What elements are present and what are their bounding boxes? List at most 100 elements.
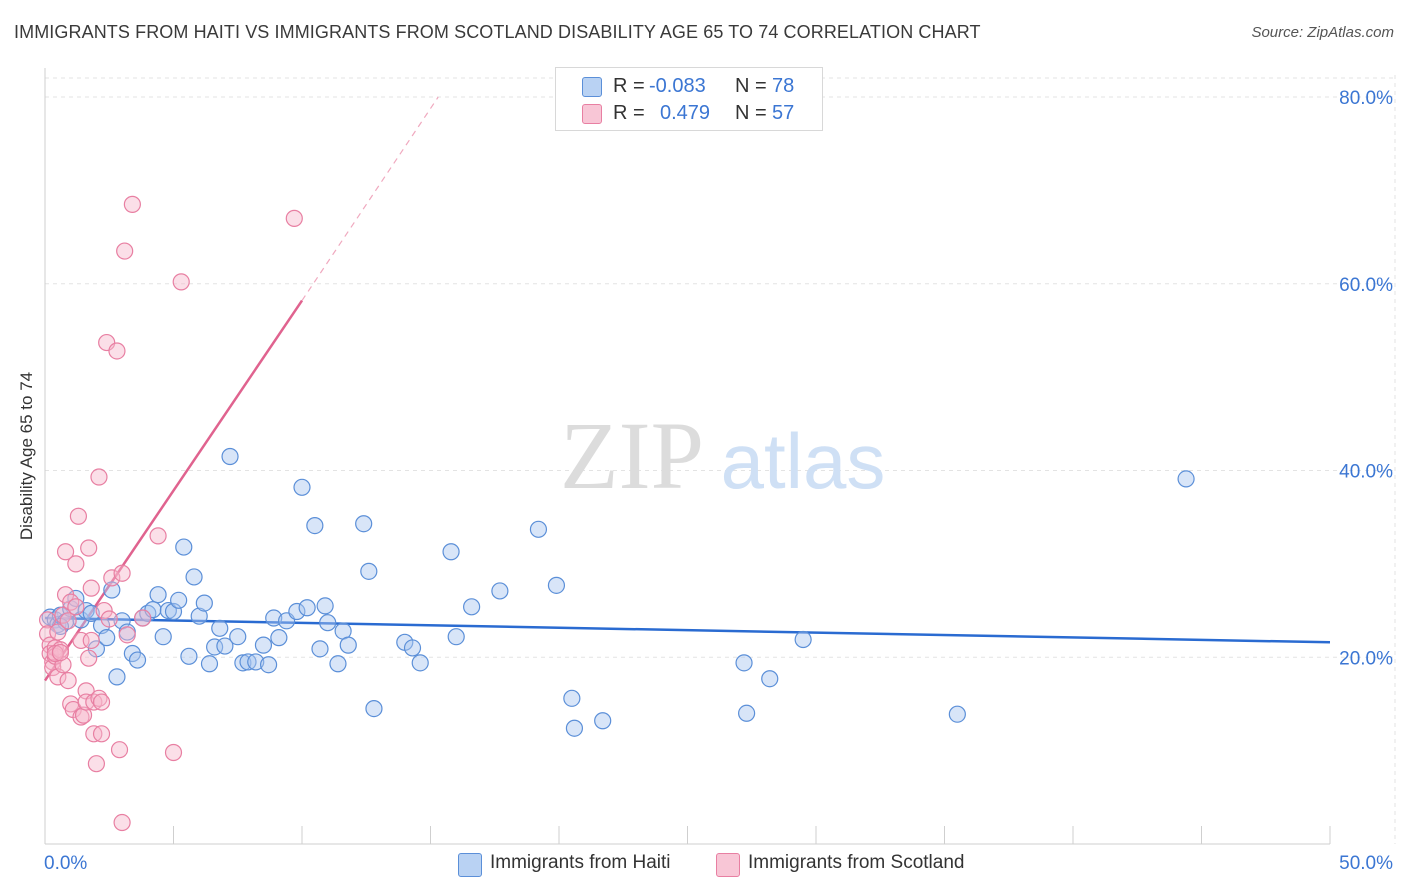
haiti-point-22 (149, 586, 167, 604)
haiti-point-48 (298, 599, 316, 617)
scotland-point-49 (134, 609, 152, 627)
haiti-point-41 (254, 636, 273, 654)
scotland-point-28 (80, 539, 98, 557)
scotland-point-53 (285, 209, 303, 227)
scotland-point-13 (56, 543, 75, 561)
trend-lines (43, 96, 1331, 682)
source-label: Source: ZipAtlas.com (1251, 24, 1394, 41)
haiti-point-56 (355, 515, 373, 533)
legend-n-label: N = (735, 102, 767, 124)
scotland-point-30 (82, 579, 100, 597)
scotland-point-35 (90, 468, 108, 486)
trend-line-scotland-extension (301, 96, 439, 301)
haiti-point-36 (221, 447, 239, 466)
haiti-point-32 (200, 655, 219, 673)
bottom-legend-label-haiti: Immigrants from Haiti (490, 852, 671, 873)
haiti-point-76 (1177, 470, 1195, 488)
legend-r-value-haiti: -0.083 (649, 75, 706, 97)
haiti-point-72 (738, 704, 756, 722)
scotland-point-25 (74, 706, 93, 724)
legend-n-value-scotland: 57 (772, 102, 795, 124)
x-tick-label-max: 50.0% (1339, 853, 1393, 874)
scotland-point-0 (38, 611, 57, 629)
scotland-point-39 (95, 601, 113, 620)
scotland-point-5 (44, 658, 62, 677)
haiti-point-64 (463, 598, 481, 616)
legend-r-label: R = (613, 75, 645, 97)
haiti-point-46 (288, 602, 306, 621)
haiti-point-26 (170, 591, 188, 609)
haiti-point-40 (247, 653, 265, 671)
haiti-point-69 (565, 719, 584, 737)
haiti-point-67 (547, 576, 566, 594)
haiti-point-62 (442, 543, 460, 561)
haiti-point-14 (108, 668, 126, 686)
haiti-point-27 (175, 538, 193, 556)
x-tick-label-min: 0.0% (44, 853, 87, 874)
axes (44, 68, 1331, 845)
haiti-point-38 (234, 654, 252, 672)
haiti-point-34 (211, 619, 229, 637)
haiti-point-57 (360, 562, 378, 580)
scotland-point-9 (49, 623, 67, 641)
haiti-point-71 (735, 654, 753, 672)
legend-swatch-haiti (582, 77, 602, 97)
haiti-point-44 (270, 629, 288, 647)
scotland-point-20 (67, 555, 85, 573)
trend-line-scotland (43, 299, 304, 682)
scotland-point-15 (59, 671, 77, 690)
chart-title: IMMIGRANTS FROM HAITI VS IMMIGRANTS FROM… (14, 22, 981, 42)
scotland-point-51 (164, 743, 183, 762)
haiti-point-31 (195, 594, 213, 612)
bottom-legend-swatch-scotland (716, 853, 740, 877)
scotland-point-29 (80, 649, 98, 667)
haiti-point-37 (229, 628, 247, 646)
haiti-point-12 (98, 629, 116, 647)
haiti-point-30 (190, 607, 208, 625)
haiti-point-60 (403, 639, 422, 657)
haiti-point-9 (82, 604, 100, 622)
haiti-point-63 (447, 628, 465, 646)
series-scotland-points (38, 195, 303, 832)
haiti-point-7 (72, 611, 90, 629)
scotland-point-48 (123, 195, 141, 213)
scotland-point-41 (100, 610, 118, 628)
scotland-point-45 (113, 564, 131, 582)
scotland-point-18 (62, 593, 80, 611)
scotland-point-22 (69, 507, 88, 525)
haiti-point-24 (159, 601, 177, 620)
legend-n-value-haiti: 78 (772, 75, 795, 97)
haiti-point-66 (529, 520, 548, 538)
haiti-point-13 (103, 581, 121, 599)
watermark: ZIP atlas (560, 402, 885, 509)
haiti-point-58 (365, 700, 383, 718)
scotland-point-23 (72, 708, 90, 726)
scotland-point-46 (116, 242, 134, 260)
haiti-point-52 (319, 614, 337, 632)
scotland-point-55 (46, 644, 64, 663)
trend-line-haiti (44, 616, 1331, 644)
scotland-point-34 (87, 755, 106, 773)
scotland-point-47 (118, 626, 136, 644)
haiti-point-75 (948, 705, 966, 723)
scotland-point-16 (59, 612, 77, 630)
haiti-point-35 (216, 637, 234, 655)
haiti-point-28 (180, 647, 198, 665)
scotland-point-56 (51, 643, 70, 662)
scotland-point-38 (92, 693, 111, 711)
legend: R = -0.083 N = 78 R = 0.479 N = 57 (555, 67, 823, 131)
scotland-point-31 (82, 631, 100, 650)
scotland-point-21 (67, 598, 85, 616)
haiti-point-73 (761, 670, 779, 688)
scotland-point-43 (108, 342, 126, 360)
tick-labels: 20.0% 40.0% 60.0% 80.0% 0.0% 50.0% (44, 88, 1393, 874)
haiti-point-18 (128, 651, 147, 669)
haiti-point-23 (154, 628, 172, 646)
legend-r-label: R = (613, 102, 645, 124)
watermark-atlas: atlas (721, 417, 886, 505)
haiti-point-68 (563, 689, 581, 707)
y-tick-label-40: 40.0% (1339, 462, 1393, 483)
haiti-point-53 (329, 655, 347, 673)
haiti-point-42 (259, 656, 278, 674)
